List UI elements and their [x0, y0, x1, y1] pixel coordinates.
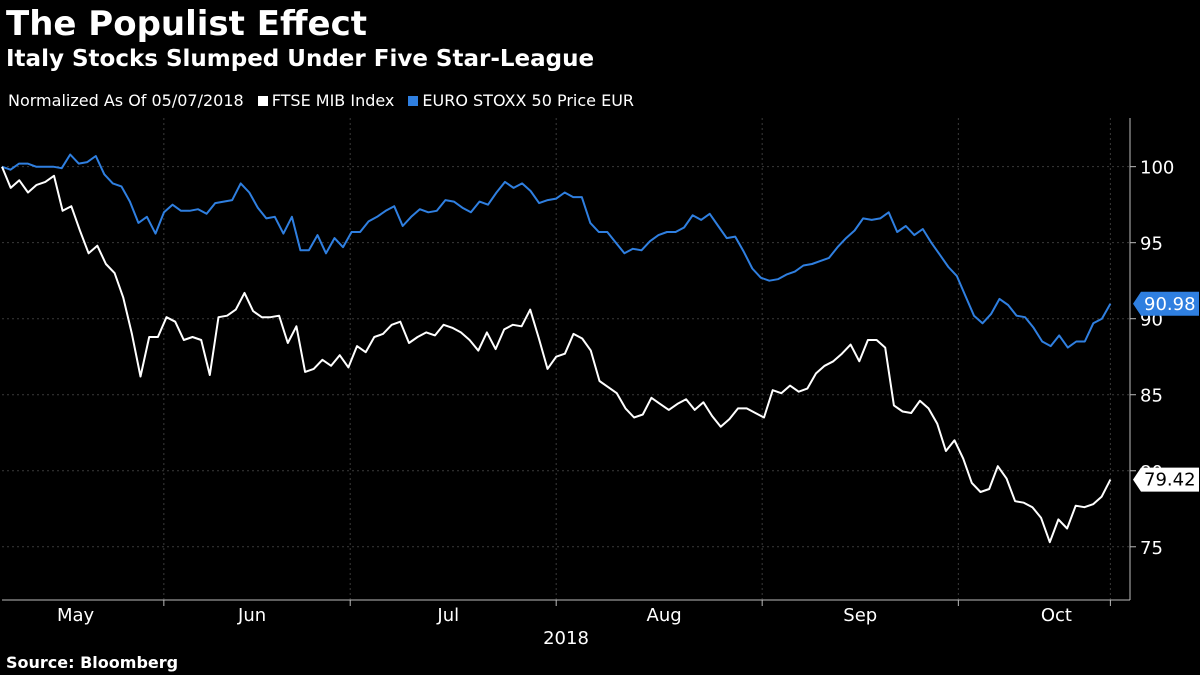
x-tick-label: Oct — [1041, 605, 1072, 626]
legend-label-stoxx: EURO STOXX 50 Price EUR — [422, 91, 635, 110]
y-tick-label: 75 — [1140, 538, 1163, 559]
legend-item-stoxx: EURO STOXX 50 Price EUR — [408, 90, 634, 112]
end-label-box — [1133, 467, 1199, 492]
y-tick-label: 100 — [1140, 158, 1174, 179]
end-label-value: 79.42 — [1144, 470, 1196, 491]
end-label-value: 90.98 — [1144, 294, 1196, 315]
series-lines — [1, 153, 1112, 544]
legend-swatch-ftse — [257, 96, 268, 106]
chart-subtitle: Italy Stocks Slumped Under Five Star-Lea… — [6, 46, 595, 72]
x-tick-label: Jun — [237, 605, 266, 626]
x-tick-label: May — [57, 605, 95, 626]
normalization-note: Normalized As Of 05/07/2018 — [8, 91, 244, 110]
gridlines — [2, 118, 1130, 600]
y-tick-label: 85 — [1140, 386, 1163, 407]
legend-label-ftse: FTSE MIB Index — [271, 91, 395, 110]
chart-title: The Populist Effect — [6, 4, 367, 44]
y-tick-label: 95 — [1140, 234, 1163, 255]
ftse-end-label: 79.42 — [1133, 467, 1199, 492]
source-note: Source: Bloomberg — [6, 653, 179, 672]
legend-swatch-stoxx — [408, 96, 419, 106]
x-axis-label: 2018 — [543, 628, 589, 649]
legend: Normalized As Of 05/07/2018 FTSE MIB Ind… — [8, 90, 648, 112]
x-tick-label: Aug — [647, 605, 682, 626]
x-tick-label: Jul — [436, 605, 459, 626]
end-label-box — [1133, 291, 1199, 316]
legend-item-ftse: FTSE MIB Index — [257, 90, 395, 112]
end-labels: 79.42 90.98 — [1133, 291, 1199, 492]
x-tick-label: Sep — [843, 605, 877, 626]
ftse-series-line — [1, 166, 1112, 544]
stoxx-end-label: 90.98 — [1133, 291, 1199, 316]
axes: 7580859095100MayJunJulAugSepOct2018 — [2, 118, 1174, 649]
stoxx-series-line — [1, 153, 1112, 349]
